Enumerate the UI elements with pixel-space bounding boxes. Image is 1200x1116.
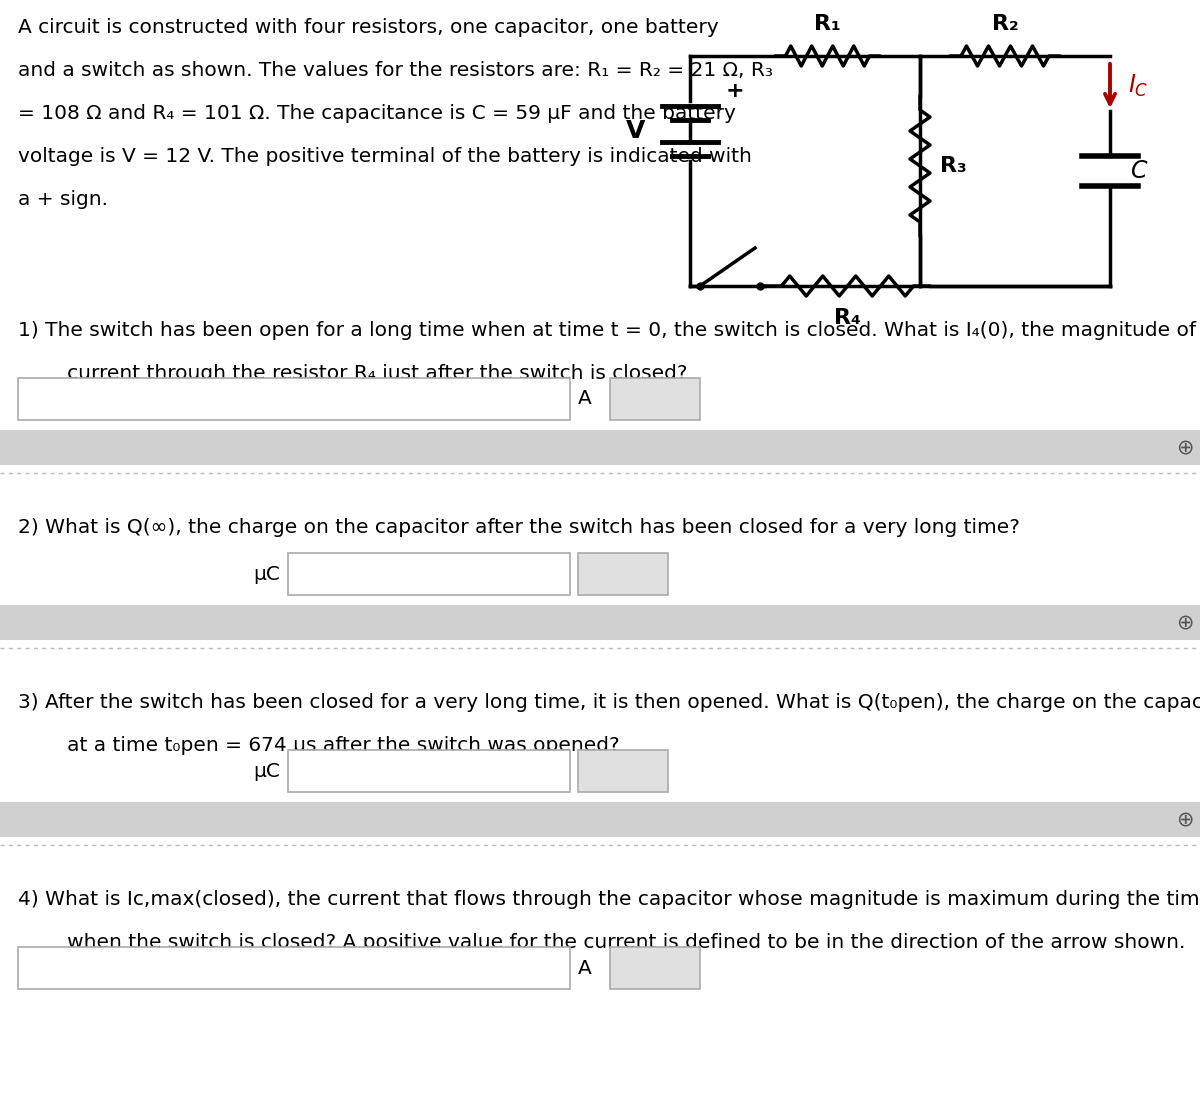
Text: Submit: Submit <box>589 762 656 781</box>
Bar <box>610 378 700 420</box>
Text: a + sign.: a + sign. <box>18 190 108 209</box>
Text: R₂: R₂ <box>991 15 1019 33</box>
Text: at a time t₀pen = 674 μs after the switch was opened?: at a time t₀pen = 674 μs after the switc… <box>48 737 619 756</box>
Text: R₃: R₃ <box>940 156 967 176</box>
Text: = 108 Ω and R₄ = 101 Ω. The capacitance is C = 59 μF and the battery: = 108 Ω and R₄ = 101 Ω. The capacitance … <box>18 104 736 123</box>
Text: 1) The switch has been open for a long time when at time t = 0, the switch is cl: 1) The switch has been open for a long t… <box>18 321 1200 340</box>
Text: Submit: Submit <box>622 959 689 978</box>
Text: $C$: $C$ <box>1130 158 1148 183</box>
Text: and a switch as shown. The values for the resistors are: R₁ = R₂ = 21 Ω, R₃: and a switch as shown. The values for th… <box>18 61 773 80</box>
Text: voltage is V = 12 V. The positive terminal of the battery is indicated with: voltage is V = 12 V. The positive termin… <box>18 147 752 166</box>
Bar <box>578 554 668 595</box>
Bar <box>578 750 668 792</box>
Text: Submit: Submit <box>622 389 689 408</box>
Text: Submit: Submit <box>589 565 656 584</box>
Bar <box>288 554 570 595</box>
Text: μC: μC <box>253 762 280 781</box>
Text: +: + <box>726 81 745 102</box>
Text: A circuit is constructed with four resistors, one capacitor, one battery: A circuit is constructed with four resis… <box>18 18 719 37</box>
Text: A: A <box>578 959 592 978</box>
Bar <box>0 430 1200 465</box>
Bar <box>0 605 1200 641</box>
Text: R₄: R₄ <box>834 308 860 328</box>
Text: $I_C$: $I_C$ <box>1128 73 1148 99</box>
Bar <box>0 802 1200 837</box>
Text: ⊕: ⊕ <box>1176 810 1194 829</box>
Bar <box>18 378 570 420</box>
Text: when the switch is closed? A positive value for the current is defined to be in : when the switch is closed? A positive va… <box>48 933 1186 952</box>
Text: A: A <box>578 389 592 408</box>
Text: current through the resistor R₄ just after the switch is closed?: current through the resistor R₄ just aft… <box>48 364 688 383</box>
Text: ⊕: ⊕ <box>1176 613 1194 633</box>
Text: μC: μC <box>253 565 280 584</box>
Text: 4) What is Iᴄ,max(closed), the current that flows through the capacitor whose ma: 4) What is Iᴄ,max(closed), the current t… <box>18 891 1200 910</box>
Bar <box>610 947 700 989</box>
Text: V: V <box>625 119 646 143</box>
Text: R₁: R₁ <box>814 15 841 33</box>
Text: 2) What is Q(∞), the charge on the capacitor after the switch has been closed fo: 2) What is Q(∞), the charge on the capac… <box>18 518 1020 537</box>
Text: 3) After the switch has been closed for a very long time, it is then opened. Wha: 3) After the switch has been closed for … <box>18 693 1200 712</box>
Bar <box>18 947 570 989</box>
Text: ⊕: ⊕ <box>1176 437 1194 458</box>
Bar <box>288 750 570 792</box>
